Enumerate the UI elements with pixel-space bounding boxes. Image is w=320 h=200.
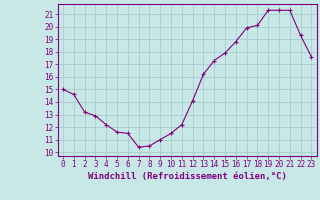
X-axis label: Windchill (Refroidissement éolien,°C): Windchill (Refroidissement éolien,°C) xyxy=(88,172,287,181)
